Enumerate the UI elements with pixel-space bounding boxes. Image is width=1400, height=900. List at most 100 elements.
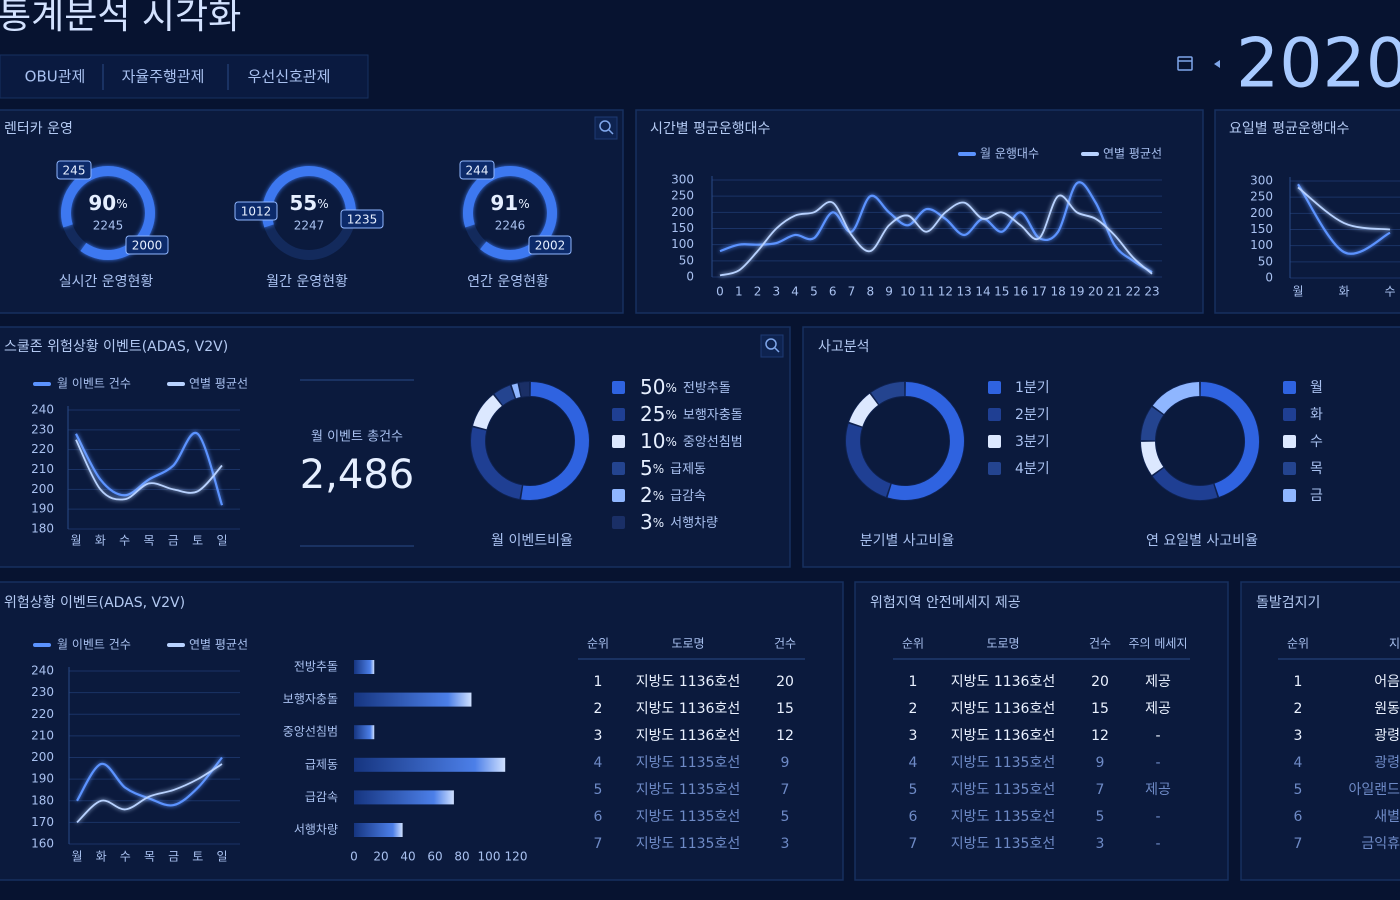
total-label: 월 이벤트 총건수 — [311, 430, 403, 445]
legend-label: 금 — [1310, 488, 1323, 504]
legend-swatch — [612, 381, 625, 394]
x-tick-label: 14 — [975, 285, 990, 299]
gauge-arc — [463, 166, 557, 260]
x-tick-label: 화 — [95, 534, 106, 548]
legend-unit: % — [665, 381, 676, 395]
badge — [56, 160, 92, 180]
gauge-percent-value: 90 — [88, 191, 116, 215]
gauge-percent-value: 91 — [490, 191, 518, 215]
donut-segment — [471, 427, 523, 500]
table-cell: 7 — [909, 836, 918, 852]
panel — [635, 109, 1204, 314]
y-tick-label: 200 — [31, 750, 54, 764]
bar — [354, 757, 506, 772]
panel — [0, 326, 791, 568]
donut-title: 월 이벤트비율 — [491, 533, 573, 549]
x-tick-label: 21 — [1107, 285, 1122, 299]
donut-segment — [1141, 407, 1164, 441]
legend-label: 1분기 — [1015, 380, 1050, 396]
x-tick-label: 토 — [192, 534, 203, 548]
table-cell: 7 — [1096, 782, 1105, 798]
donut-segment — [849, 393, 879, 427]
donut-title: 분기별 사고비율 — [860, 533, 955, 549]
table-cell: 5 — [1096, 809, 1105, 825]
bar — [354, 660, 375, 674]
legend-unit: % — [665, 408, 676, 422]
panel — [1214, 109, 1400, 314]
badge-value: 244 — [466, 164, 489, 178]
panel-title: 위험지역 안전메세지 제공 — [870, 595, 1021, 611]
prev-year-arrow[interactable] — [1214, 60, 1220, 68]
y-tick-label: 100 — [1250, 238, 1273, 252]
badge-value: 2002 — [535, 239, 566, 253]
y-tick-label: 0 — [686, 270, 694, 284]
series-line — [76, 763, 223, 824]
x-tick-label: 월 — [1292, 285, 1303, 299]
calendar-icon[interactable] — [1177, 56, 1193, 71]
y-tick-label: 240 — [31, 403, 54, 417]
tab-bar — [0, 54, 369, 99]
search-button[interactable] — [594, 116, 618, 140]
x-tick-label: 0 — [716, 285, 724, 299]
x-tick-label: 금 — [168, 534, 179, 548]
table-cell: 7 — [594, 836, 603, 852]
tab[interactable]: 우선신호관제 — [248, 68, 331, 86]
legend-swatch — [1283, 435, 1296, 448]
x-tick-label: 11 — [919, 285, 934, 299]
donut-segment — [1152, 467, 1218, 500]
panel — [802, 326, 1400, 568]
x-tick-label: 23 — [1144, 285, 1159, 299]
x-tick-label: 8 — [866, 285, 874, 299]
y-tick-label: 210 — [31, 728, 54, 742]
series-line — [1297, 183, 1391, 255]
gauge-percent-unit: % — [317, 197, 328, 211]
bar — [354, 725, 375, 740]
panel-title: 돌발검지기 — [1256, 595, 1320, 611]
tab[interactable]: 자율주행관제 — [122, 68, 205, 86]
y-tick-label: 220 — [31, 442, 54, 456]
y-tick-label: 급감속 — [305, 790, 338, 804]
table-header: 건수 — [774, 637, 796, 651]
x-tick-label: 6 — [829, 285, 837, 299]
legend-value: 50 — [640, 375, 665, 399]
legend-value: 10 — [640, 429, 665, 453]
table-cell: 지방도 1135호선 — [951, 782, 1055, 798]
legend-label: 4분기 — [1015, 461, 1050, 477]
series-line — [75, 431, 224, 506]
table-cell: 3 — [1096, 836, 1105, 852]
gauge-percent: 55% — [289, 191, 328, 215]
panel-title: 위험상황 이벤트(ADAS, V2V) — [4, 595, 185, 611]
tab[interactable]: OBU관제 — [25, 68, 86, 86]
legend-label: 2분기 — [1015, 407, 1050, 423]
donut-segment — [473, 394, 503, 430]
table-cell: 새별 — [1374, 809, 1400, 825]
legend-value: 25 — [640, 402, 665, 426]
legend-unit: % — [653, 516, 664, 530]
table-cell: 2 — [1294, 701, 1303, 717]
x-tick-label: 15 — [994, 285, 1009, 299]
table-cell: 어음 — [1374, 674, 1400, 690]
x-tick-label: 60 — [427, 850, 442, 864]
y-tick-label: 50 — [1258, 254, 1273, 268]
table-cell: 12 — [1091, 728, 1109, 744]
search-button[interactable] — [760, 334, 784, 358]
badge-value: 1235 — [347, 213, 378, 227]
table-cell: 지방도 1136호선 — [636, 728, 740, 744]
legend-swatch — [1283, 462, 1296, 475]
legend-swatch — [612, 489, 625, 502]
table-cell: 광령 — [1374, 728, 1400, 744]
x-tick-label: 0 — [350, 850, 358, 864]
legend-label: 중앙선침범 — [683, 435, 743, 450]
series-line — [76, 756, 223, 807]
table-cell: 지방도 1136호선 — [951, 728, 1055, 744]
donut-segment — [521, 382, 589, 500]
panel-title: 요일별 평균운행대수 — [1229, 121, 1349, 137]
legend-swatch — [1283, 489, 1296, 502]
y-tick-label: 230 — [31, 422, 54, 436]
donut-segment — [846, 423, 891, 497]
x-tick-label: 1 — [735, 285, 743, 299]
table-cell: 제공 — [1145, 701, 1171, 717]
x-tick-label: 일 — [216, 850, 227, 864]
table-header: 도로명 — [986, 637, 1019, 651]
badge — [528, 235, 572, 255]
